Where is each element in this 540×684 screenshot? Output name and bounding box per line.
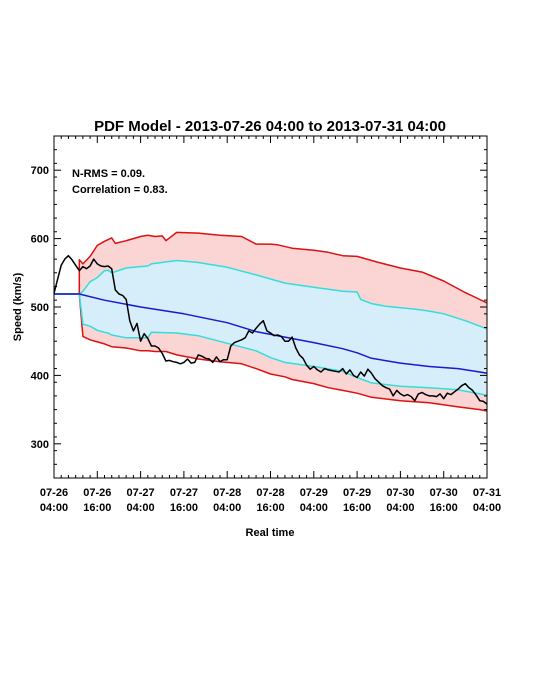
x-tick-label-date: 07-28 [256,487,284,499]
x-axis-label: Real time [246,527,295,539]
y-tick-label: 500 [31,302,49,314]
x-tick-label-time: 04:00 [127,502,155,514]
plot-area [53,231,488,412]
x-tick-label-time: 16:00 [430,502,458,514]
x-tick-label-date: 07-29 [300,487,328,499]
chart-title: PDF Model - 2013-07-26 04:00 to 2013-07-… [94,118,446,135]
y-tick-label: 300 [31,439,49,451]
x-tick-label-time: 16:00 [343,502,371,514]
y-tick-label: 400 [31,370,49,382]
y-axis-label: Speed (km/s) [12,272,24,341]
x-tick-label-time: 04:00 [473,502,501,514]
x-tick-label-date: 07-26 [40,487,68,499]
inner-upper-line [54,259,488,330]
x-tick-label-date: 07-26 [83,487,111,499]
x-tick-label-time: 16:00 [256,502,284,514]
inner-band [54,260,487,396]
x-axis: 07-26 04:00 07-26 16:00 07-27 04:00 07-27 16:00… [40,136,501,514]
y-axis: 300 400 500 600 700 [31,135,487,479]
outer-upper-line [54,231,488,304]
correlation-annotation: Correlation = 0.83. [72,184,168,196]
nrms-annotation: N-RMS = 0.09. [72,168,145,180]
x-tick-label-date: 07-30 [386,487,414,499]
x-tick-label-date: 07-29 [343,487,371,499]
y-tick-label: 600 [31,234,49,246]
inner-lower-line [54,293,488,396]
x-tick-label-date: 07-30 [430,487,458,499]
x-tick-label-time: 04:00 [40,502,68,514]
x-tick-label-time: 04:00 [300,502,328,514]
x-tick-label-date: 07-28 [213,487,241,499]
x-tick-label-date: 07-31 [473,487,501,499]
x-tick-label-date: 07-27 [170,487,198,499]
x-tick-label-time: 04:00 [386,502,414,514]
x-tick-label-time: 16:00 [83,502,111,514]
observed-line [53,254,488,405]
x-tick-label-time: 16:00 [170,502,198,514]
outer-lower-line [54,293,488,412]
x-tick-label-date: 07-27 [127,487,155,499]
y-tick-label: 700 [31,165,49,177]
x-tick-label-time: 04:00 [213,502,241,514]
median-line [54,293,488,375]
